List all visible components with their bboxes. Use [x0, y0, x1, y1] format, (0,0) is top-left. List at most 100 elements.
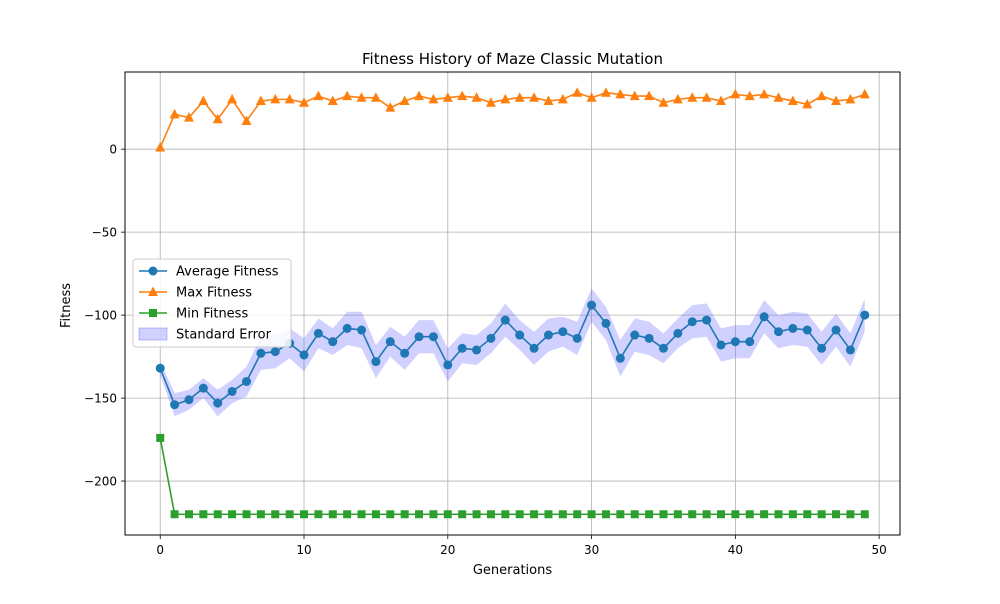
data-point-max-fitness [773, 92, 784, 102]
data-point-average-fitness [644, 333, 654, 343]
data-point-max-fitness [457, 90, 468, 101]
data-point-average-fitness [759, 312, 769, 322]
data-point-average-fitness [845, 345, 855, 355]
data-point-max-fitness [442, 92, 453, 102]
data-point-min-fitness [400, 510, 409, 519]
x-tick-label: 30 [584, 543, 599, 557]
data-point-max-fitness [787, 95, 798, 106]
plot-frame [124, 71, 901, 536]
data-point-min-fitness [371, 510, 380, 519]
data-point-min-fitness [587, 510, 596, 519]
data-point-min-fitness [184, 510, 193, 519]
data-point-max-fitness [701, 92, 712, 102]
data-point-min-fitness [429, 510, 438, 519]
data-point-min-fitness [860, 510, 869, 519]
data-point-average-fitness [658, 343, 668, 353]
data-point-min-fitness [386, 510, 395, 519]
data-point-average-fitness [745, 337, 755, 347]
data-point-max-fitness [687, 92, 698, 102]
data-point-min-fitness [731, 510, 740, 519]
legend: Average Fitness Max Fitness Min Fitness Sta… [132, 258, 292, 348]
data-point-min-fitness [846, 510, 855, 519]
data-point-max-fitness [270, 93, 281, 104]
data-point-average-fitness [630, 330, 640, 340]
data-point-max-fitness [169, 108, 180, 119]
data-point-max-fitness [327, 95, 338, 106]
legend-marker-min-fitness [149, 309, 157, 317]
data-point-max-fitness [414, 90, 425, 101]
data-point-min-fitness [702, 510, 711, 519]
data-point-average-fitness [155, 363, 165, 373]
y-tick-label: −100 [84, 309, 117, 323]
data-point-max-fitness [615, 88, 626, 99]
data-point-average-fitness [716, 340, 726, 350]
data-point-average-fitness [227, 386, 237, 396]
data-point-max-fitness [399, 95, 410, 106]
data-point-average-fitness [802, 325, 812, 335]
data-point-average-fitness [342, 323, 352, 333]
data-point-average-fitness [313, 328, 323, 338]
data-point-average-fitness [860, 310, 870, 320]
data-point-average-fitness [702, 315, 712, 325]
data-point-min-fitness [328, 510, 337, 519]
data-point-max-fitness [227, 93, 238, 104]
data-point-min-fitness [745, 510, 754, 519]
data-point-min-fitness [616, 510, 625, 519]
data-point-average-fitness [730, 337, 740, 347]
data-point-min-fitness [256, 510, 265, 519]
data-point-max-fitness [241, 115, 252, 125]
data-point-min-fitness [458, 510, 467, 519]
data-point-average-fitness [170, 400, 180, 410]
data-point-min-fitness [472, 510, 481, 519]
data-point-max-fitness [672, 93, 683, 104]
data-point-min-fitness [443, 510, 452, 519]
y-axis-label: Fitness [59, 283, 74, 328]
series-average-fitness [155, 300, 870, 410]
data-point-min-fitness [558, 510, 567, 519]
data-point-min-fitness [688, 510, 697, 519]
series-min-fitness [156, 433, 869, 519]
legend-label-max-fitness: Max Fitness [176, 286, 252, 301]
data-point-min-fitness [673, 510, 682, 519]
data-point-min-fitness [630, 510, 639, 519]
data-point-min-fitness [760, 510, 769, 519]
data-point-max-fitness [543, 95, 554, 106]
legend-label-average-fitness: Average Fitness [176, 265, 279, 280]
data-point-min-fitness [300, 510, 309, 519]
data-point-min-fitness [415, 510, 424, 519]
data-point-average-fitness [414, 332, 424, 342]
data-point-max-fitness [370, 92, 381, 102]
data-point-max-fitness [586, 92, 597, 102]
data-point-max-fitness [385, 102, 396, 112]
data-point-max-fitness [658, 97, 669, 107]
data-point-average-fitness [831, 325, 841, 335]
data-point-min-fitness [530, 510, 539, 519]
data-point-min-fitness [228, 510, 237, 519]
data-point-average-fitness [270, 347, 280, 357]
data-point-max-fitness [356, 92, 367, 102]
data-point-max-fitness [342, 90, 353, 101]
data-point-max-fitness [572, 87, 583, 97]
chart-title: Fitness History of Maze Classic Mutation [362, 50, 663, 68]
x-tick-label: 0 [156, 543, 164, 557]
data-point-max-fitness [471, 92, 482, 102]
x-tick-label: 40 [728, 543, 743, 557]
data-point-min-fitness [817, 510, 826, 519]
data-point-average-fitness [687, 317, 697, 327]
data-point-max-fitness [644, 90, 655, 101]
data-point-average-fitness [241, 376, 251, 386]
data-point-max-fitness [600, 87, 611, 97]
data-point-max-fitness [284, 93, 295, 104]
data-point-max-fitness [759, 88, 770, 99]
data-point-min-fitness [774, 510, 783, 519]
data-point-max-fitness [629, 90, 640, 101]
x-tick-label: 10 [296, 543, 311, 557]
data-point-max-fitness [500, 93, 511, 104]
y-tick-label: −50 [92, 226, 117, 240]
data-point-max-fitness [155, 142, 166, 152]
data-point-average-fitness [543, 330, 553, 340]
data-point-average-fitness [587, 300, 597, 310]
data-point-average-fitness [385, 337, 395, 347]
data-point-average-fitness [472, 345, 482, 355]
